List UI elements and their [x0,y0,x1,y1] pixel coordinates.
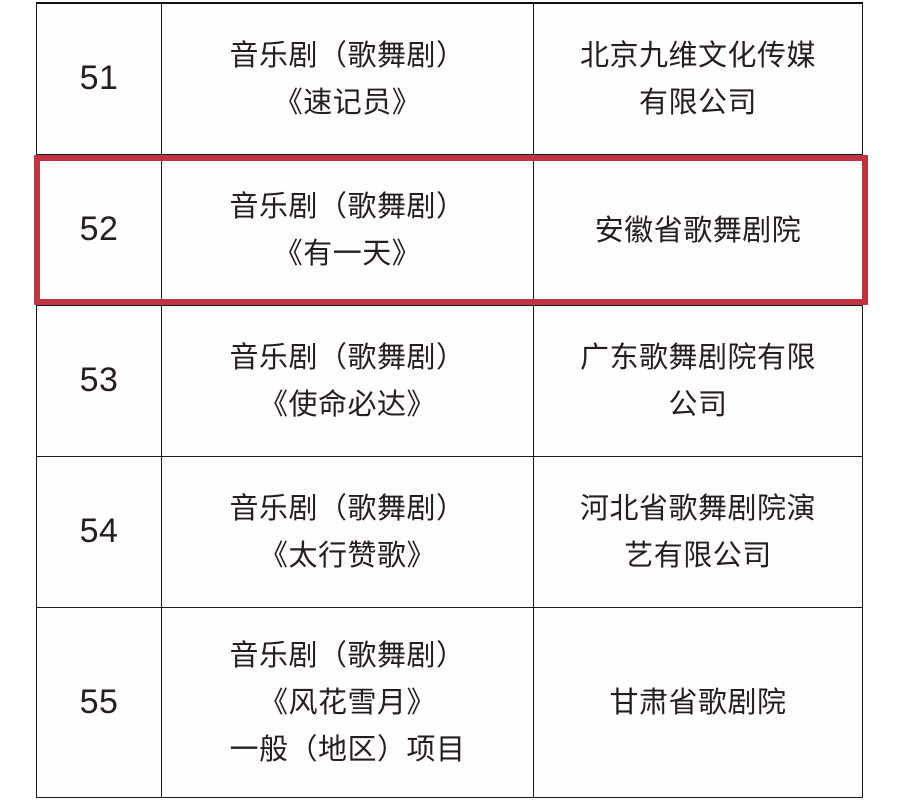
row-title-line: 音乐剧（歌舞剧） [229,38,466,73]
row-title-line: 《速记员》 [273,85,422,119]
row-organization-cell: 河北省歌舞剧院演 艺有限公司 [533,456,863,608]
row-organization-line: 河北省歌舞剧院演 [579,491,816,526]
row-organization-line: 甘肃省歌剧院 [609,685,787,720]
row-title-line: 音乐剧（歌舞剧） [229,189,466,224]
row-organization-line: 公司 [668,387,728,421]
table-row[interactable]: 51 音乐剧（歌舞剧） 《速记员》 北京九维文化传媒 有限公司 [36,2,863,155]
row-organization-cell: 北京九维文化传媒 有限公司 [533,2,863,155]
row-index-cell: 52 [36,154,162,306]
row-title-line: 音乐剧（歌舞剧） [229,491,466,526]
row-organization-line: 北京九维文化传媒 [579,38,816,73]
row-title-cell: 音乐剧（歌舞剧） 《风花雪月》 一般（地区）项目 [161,607,534,798]
row-title-line: 《使命必达》 [258,387,436,421]
row-title-cell: 音乐剧（歌舞剧） 《速记员》 [161,2,534,155]
table-row[interactable]: 54 音乐剧（歌舞剧） 《太行赞歌》 河北省歌舞剧院演 艺有限公司 [36,456,863,608]
row-title-line: 《有一天》 [273,236,422,270]
row-organization-cell: 安徽省歌舞剧院 [533,154,863,306]
listing-table: 51 音乐剧（歌舞剧） 《速记员》 北京九维文化传媒 有限公司 52 音乐剧（歌… [36,2,863,798]
table-row[interactable]: 53 音乐剧（歌舞剧） 《使命必达》 广东歌舞剧院有限 公司 [36,305,863,457]
row-index-cell: 54 [36,456,162,608]
row-title-cell: 音乐剧（歌舞剧） 《使命必达》 [161,305,534,457]
listing-table-body: 51 音乐剧（歌舞剧） 《速记员》 北京九维文化传媒 有限公司 52 音乐剧（歌… [36,2,863,798]
row-title-cell: 音乐剧（歌舞剧） 《有一天》 [161,154,534,306]
row-organization-line: 有限公司 [638,85,757,119]
row-index-cell: 55 [36,607,162,798]
row-organization-line: 艺有限公司 [624,538,772,572]
row-title-cell: 音乐剧（歌舞剧） 《太行赞歌》 [161,456,534,608]
row-title-line: 《太行赞歌》 [258,538,436,572]
listing-table-wrapper: 51 音乐剧（歌舞剧） 《速记员》 北京九维文化传媒 有限公司 52 音乐剧（歌… [36,2,863,802]
row-organization-cell: 甘肃省歌剧院 [533,607,863,798]
row-title-line: 音乐剧（歌舞剧） [229,638,466,673]
row-organization-line: 广东歌舞剧院有限 [579,340,816,375]
row-title-line: 一般（地区）项目 [229,731,466,766]
row-organization-cell: 广东歌舞剧院有限 公司 [533,305,863,457]
row-index-cell: 51 [36,2,162,155]
row-title-line: 《风花雪月》 [258,685,436,720]
row-index-cell: 53 [36,305,162,457]
table-row[interactable]: 55 音乐剧（歌舞剧） 《风花雪月》 一般（地区）项目 甘肃省歌剧院 [36,607,863,798]
row-organization-line: 安徽省歌舞剧院 [594,212,802,247]
table-row-highlighted[interactable]: 52 音乐剧（歌舞剧） 《有一天》 安徽省歌舞剧院 [36,154,863,306]
row-title-line: 音乐剧（歌舞剧） [229,340,466,375]
